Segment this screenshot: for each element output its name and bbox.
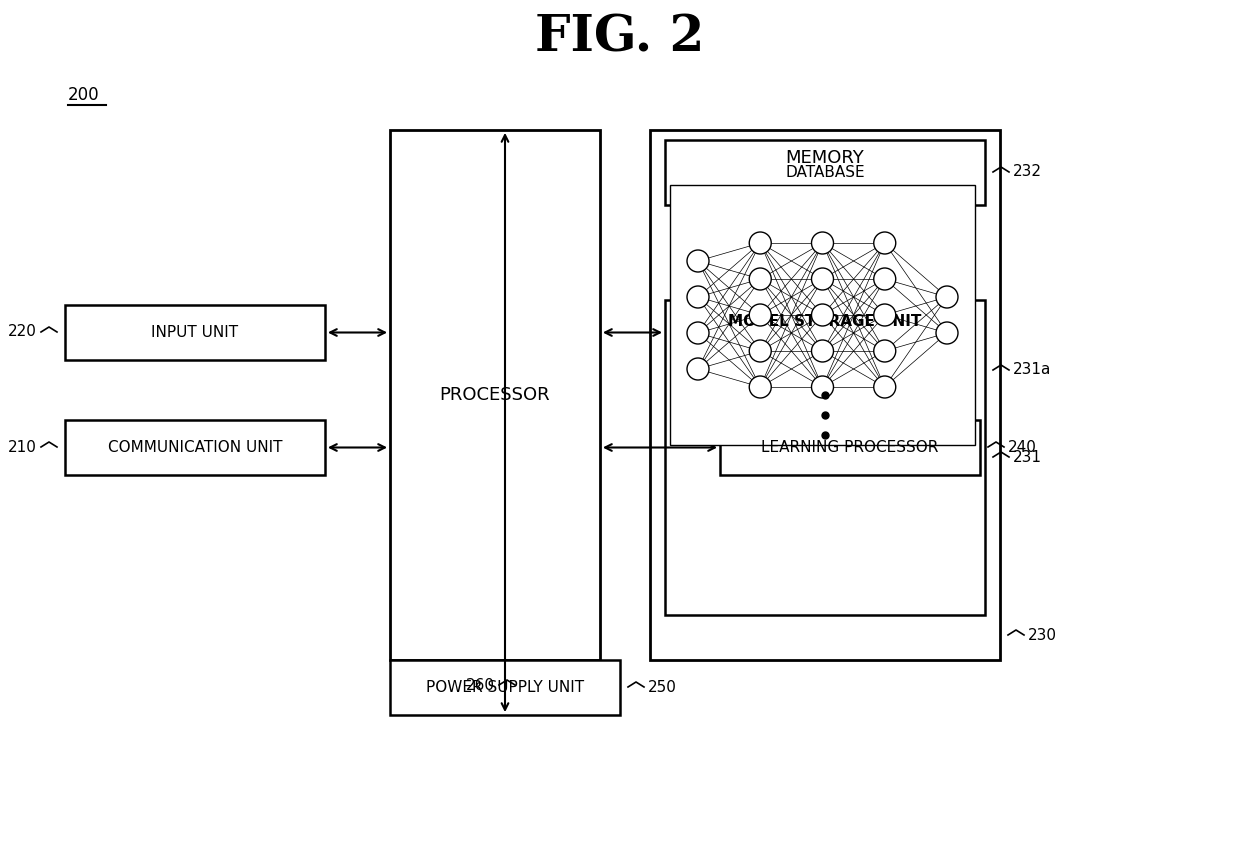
Circle shape (749, 304, 771, 326)
Circle shape (749, 340, 771, 362)
Circle shape (687, 358, 709, 380)
Circle shape (811, 340, 833, 362)
Circle shape (811, 268, 833, 290)
Text: MODEL STORAGE UNIT: MODEL STORAGE UNIT (728, 315, 921, 329)
Circle shape (687, 250, 709, 272)
Circle shape (749, 376, 771, 398)
Circle shape (749, 268, 771, 290)
Text: FIG. 2: FIG. 2 (536, 13, 704, 62)
Text: 260: 260 (466, 678, 495, 692)
Circle shape (687, 286, 709, 308)
Bar (650, 130, 999, 660)
Circle shape (874, 376, 895, 398)
Circle shape (687, 322, 709, 344)
Text: 240: 240 (1008, 440, 1037, 455)
Text: LEARNING PROCESSOR: LEARNING PROCESSOR (761, 440, 939, 455)
Text: POWER SUPPLY UNIT: POWER SUPPLY UNIT (425, 680, 584, 695)
Circle shape (874, 340, 895, 362)
Text: 200: 200 (68, 86, 99, 104)
Text: 232: 232 (1013, 164, 1042, 179)
Bar (64, 305, 325, 360)
Text: PROCESSOR: PROCESSOR (440, 386, 551, 404)
Text: 250: 250 (649, 679, 677, 695)
Text: 230: 230 (1028, 627, 1056, 642)
Circle shape (749, 232, 771, 254)
Bar (64, 420, 325, 475)
Circle shape (811, 304, 833, 326)
Bar (391, 660, 620, 715)
Bar (670, 185, 975, 445)
Bar (720, 420, 980, 475)
Text: 231: 231 (1013, 450, 1042, 465)
Circle shape (936, 322, 959, 344)
Text: INPUT UNIT: INPUT UNIT (151, 325, 238, 340)
Bar (665, 140, 985, 205)
Text: DATABASE: DATABASE (785, 165, 864, 180)
Text: 210: 210 (9, 440, 37, 455)
Circle shape (874, 232, 895, 254)
Text: COMMUNICATION UNIT: COMMUNICATION UNIT (108, 440, 283, 455)
Circle shape (874, 304, 895, 326)
Text: 220: 220 (9, 324, 37, 339)
Circle shape (811, 232, 833, 254)
Circle shape (874, 268, 895, 290)
Circle shape (936, 286, 959, 308)
Bar (391, 130, 600, 660)
Circle shape (811, 376, 833, 398)
Bar (665, 300, 985, 615)
Text: MEMORY: MEMORY (786, 149, 864, 167)
Text: 231a: 231a (1013, 363, 1052, 377)
